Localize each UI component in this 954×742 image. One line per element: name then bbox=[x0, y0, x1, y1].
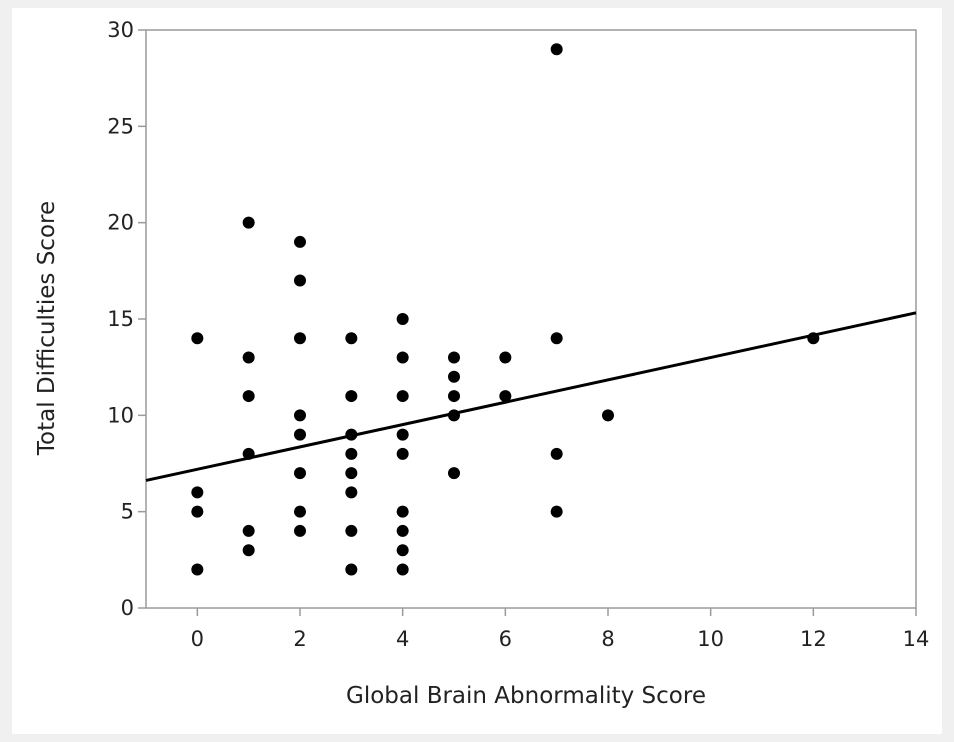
data-point bbox=[550, 332, 563, 345]
data-point bbox=[396, 428, 409, 441]
data-point bbox=[294, 274, 306, 287]
x-tick-label: 6 bbox=[499, 627, 512, 651]
data-point bbox=[345, 524, 358, 537]
data-point bbox=[345, 486, 358, 499]
data-point bbox=[191, 486, 204, 499]
data-point bbox=[396, 544, 409, 557]
data-point bbox=[345, 428, 358, 441]
scatter-chart: 0 5 10 15 20 25 30 0 2 4 6 8 10 12 14 Global Brain Ab… bbox=[34, 18, 930, 709]
data-point bbox=[242, 390, 255, 403]
data-point bbox=[550, 43, 563, 56]
data-point bbox=[396, 313, 409, 325]
data-point bbox=[448, 370, 460, 383]
data-point bbox=[448, 409, 460, 422]
x-tick-label: 2 bbox=[293, 627, 306, 651]
data-point bbox=[396, 563, 409, 576]
data-point bbox=[294, 332, 306, 345]
y-tick-label: 15 bbox=[107, 307, 134, 331]
data-point bbox=[602, 409, 614, 422]
x-tick-label: 14 bbox=[903, 627, 930, 651]
data-point bbox=[242, 216, 255, 229]
data-point bbox=[242, 524, 255, 537]
x-tick-label: 12 bbox=[800, 627, 827, 651]
data-point bbox=[191, 563, 204, 576]
data-point bbox=[345, 467, 358, 480]
data-point bbox=[396, 351, 409, 364]
data-point bbox=[550, 505, 563, 518]
data-point bbox=[448, 351, 460, 364]
data-point bbox=[294, 409, 306, 422]
plot-border bbox=[145, 29, 917, 609]
x-tick-label: 4 bbox=[396, 627, 409, 651]
y-tick-label: 20 bbox=[107, 211, 134, 235]
x-tick-label: 0 bbox=[191, 627, 204, 651]
chart-figure: 0 5 10 15 20 25 30 0 2 4 6 8 10 12 14 Global Brain Ab… bbox=[12, 8, 942, 734]
y-axis-title: Total Difficulties Score bbox=[34, 201, 60, 456]
data-point bbox=[550, 447, 563, 460]
data-point bbox=[499, 351, 512, 364]
data-point bbox=[345, 563, 358, 576]
x-axis-title: Global Brain Abnormality Score bbox=[346, 683, 706, 709]
data-point bbox=[191, 505, 204, 518]
data-point bbox=[345, 447, 358, 460]
y-tick-label: 10 bbox=[107, 403, 134, 427]
data-point bbox=[294, 467, 306, 480]
data-point bbox=[345, 332, 358, 345]
x-tick-label: 8 bbox=[601, 627, 614, 651]
y-tick-label: 5 bbox=[121, 500, 134, 524]
data-point bbox=[191, 332, 204, 345]
y-tick-label: 30 bbox=[107, 18, 134, 42]
data-point bbox=[396, 505, 409, 518]
data-point bbox=[499, 390, 512, 403]
data-point bbox=[448, 467, 460, 480]
plot-frame bbox=[145, 29, 917, 609]
data-point bbox=[345, 390, 358, 403]
data-point bbox=[396, 390, 409, 403]
data-point bbox=[294, 235, 306, 248]
data-point bbox=[242, 351, 255, 364]
x-tick-label: 10 bbox=[697, 627, 724, 651]
y-tick-label: 0 bbox=[121, 596, 134, 620]
data-point bbox=[396, 524, 409, 537]
data-point bbox=[294, 428, 306, 441]
data-point bbox=[448, 390, 460, 403]
fit-line-layer bbox=[145, 311, 917, 482]
data-point bbox=[294, 524, 306, 537]
data-point bbox=[807, 332, 820, 345]
points-layer bbox=[191, 43, 820, 576]
y-tick-label: 25 bbox=[107, 114, 134, 138]
fit-line bbox=[145, 311, 917, 482]
y-axis: 0 5 10 15 20 25 30 bbox=[107, 18, 146, 620]
data-point bbox=[396, 447, 409, 460]
x-axis: 0 2 4 6 8 10 12 14 bbox=[191, 608, 930, 651]
data-point bbox=[242, 544, 255, 557]
data-point bbox=[242, 447, 255, 460]
data-point bbox=[294, 505, 306, 518]
